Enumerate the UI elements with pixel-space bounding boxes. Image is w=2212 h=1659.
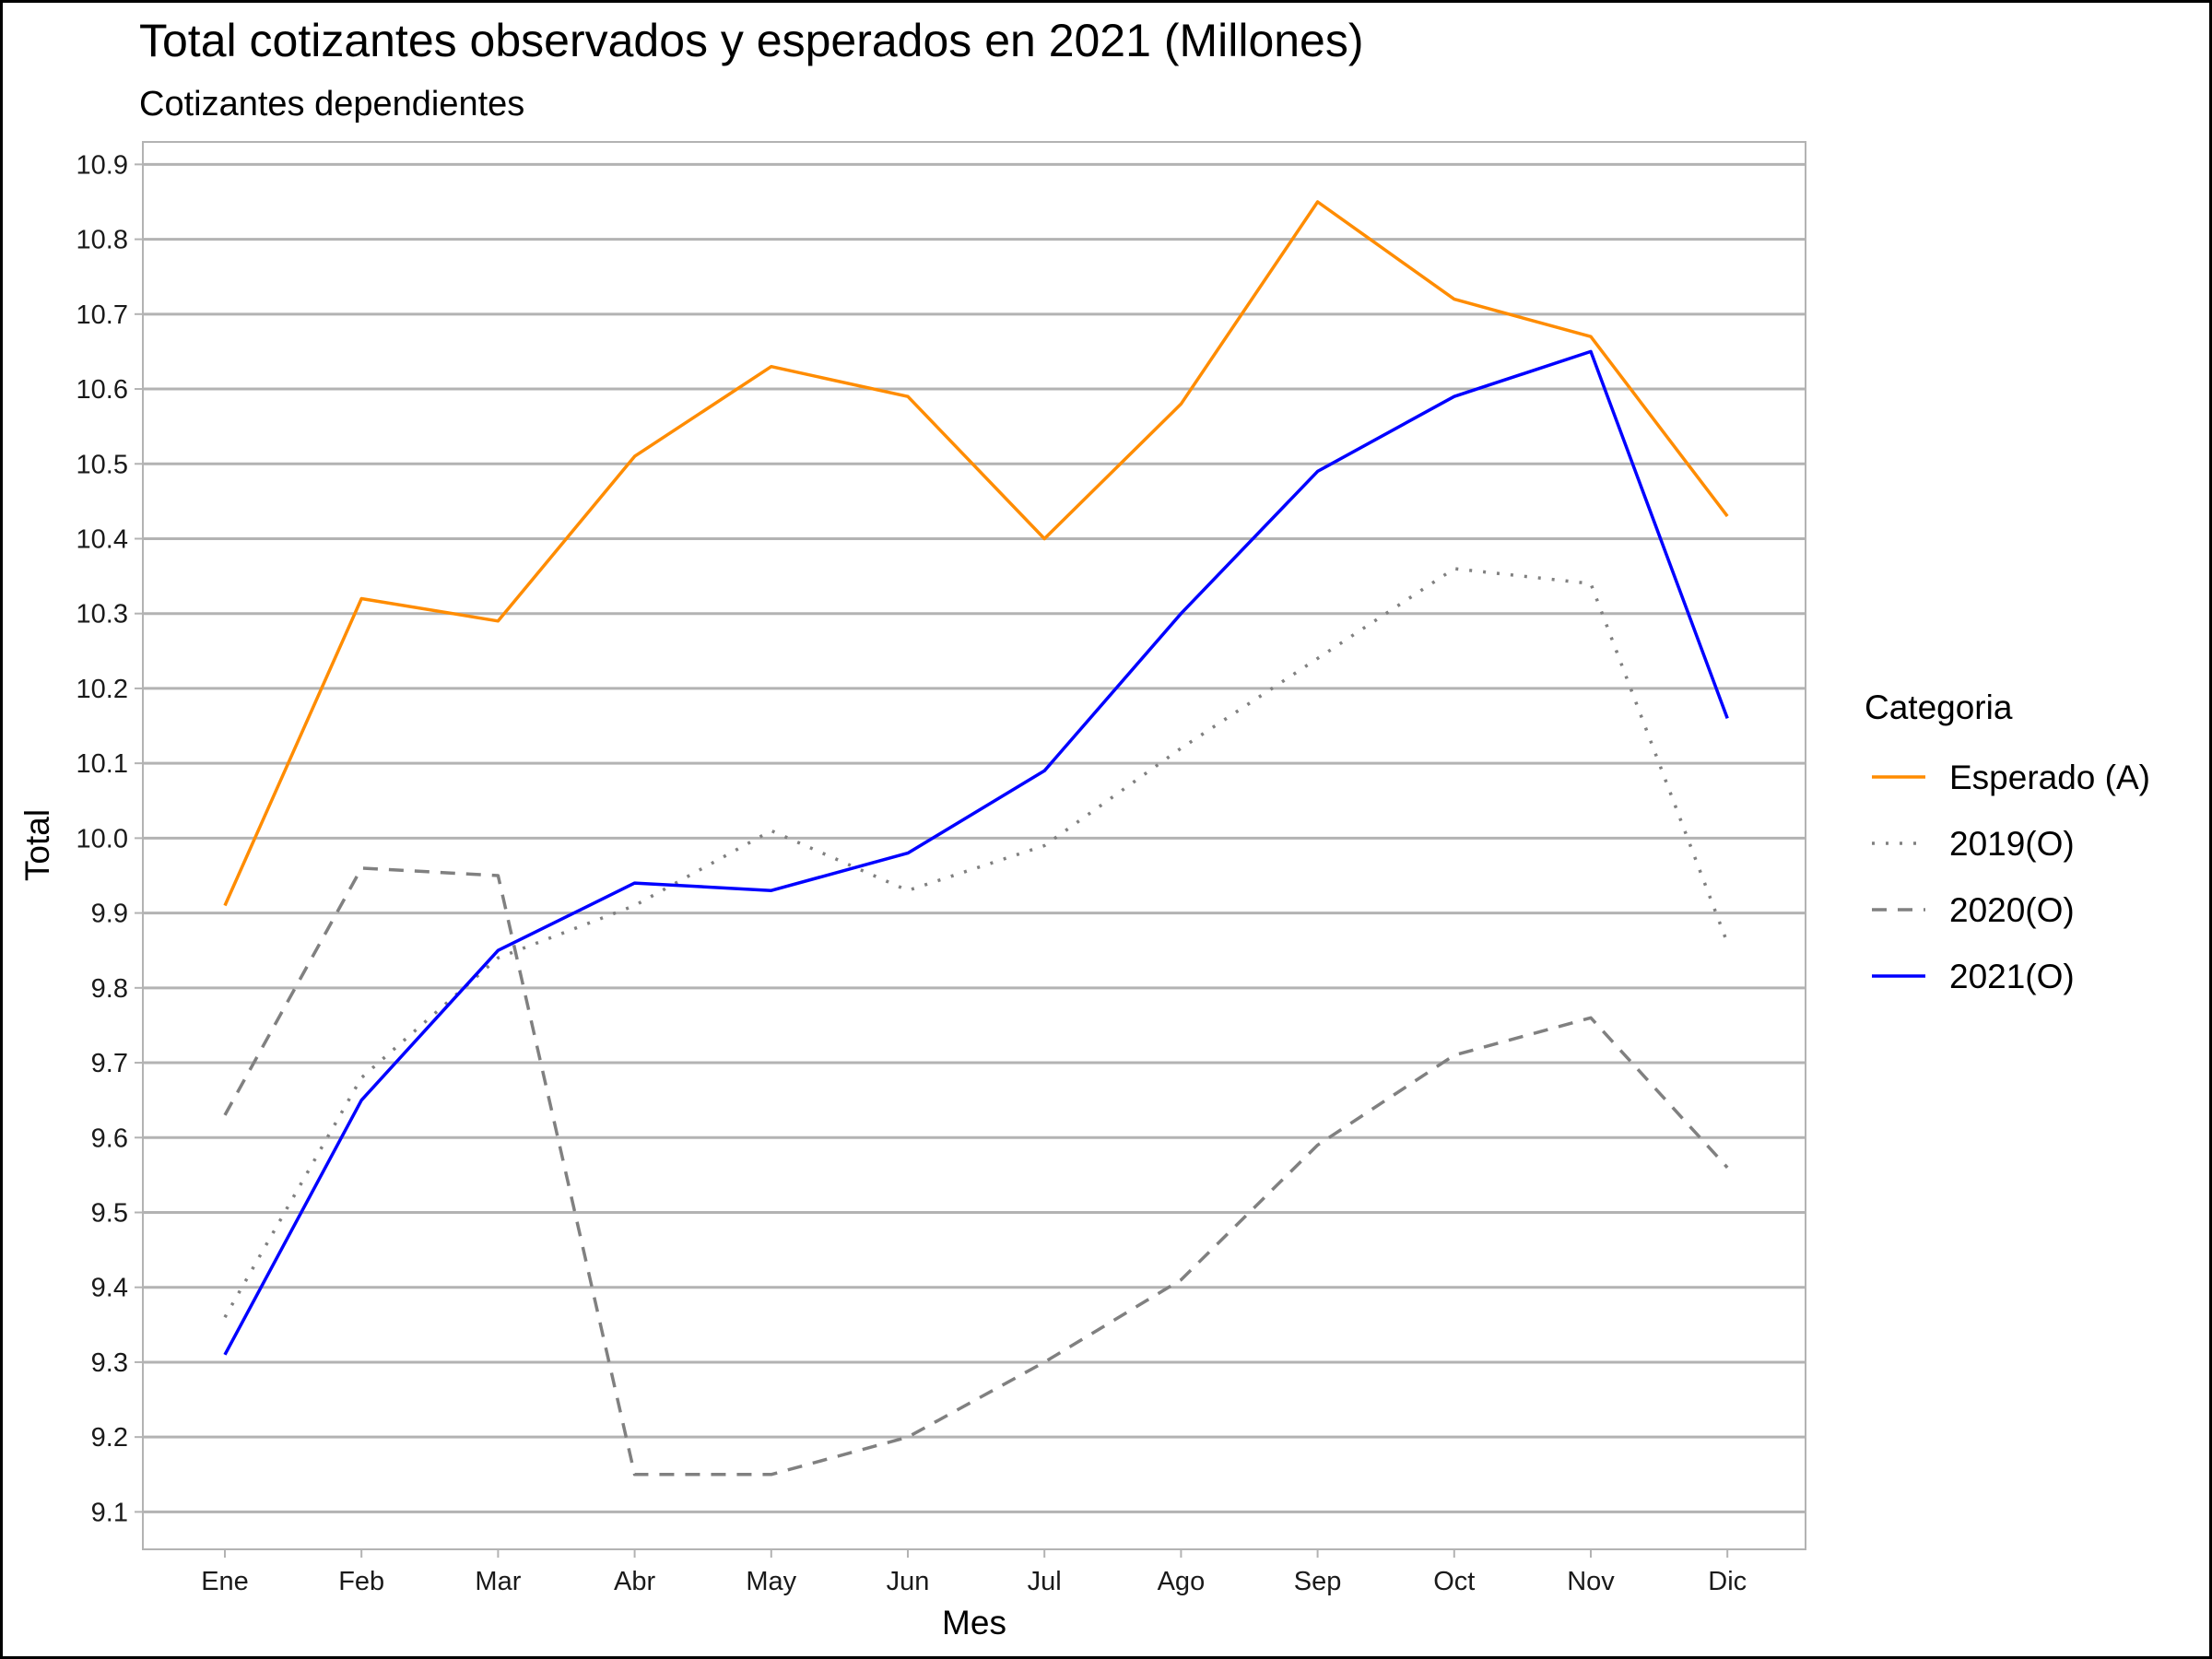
y-tick-label: 9.1 [91, 1498, 128, 1527]
plot-panel [142, 141, 1806, 1550]
y-tick-label: 10.6 [76, 375, 128, 405]
y-tick-label: 9.7 [91, 1049, 128, 1078]
x-tick-label: Dic [1708, 1567, 1747, 1596]
legend: Categoria Esperado (A) 2019(O) 2020(O) 2021… [1865, 688, 2150, 995]
x-tick-label: Nov [1567, 1567, 1615, 1596]
legend-label: 2019(O) [1949, 825, 2075, 863]
y-tick-label: 10.9 [76, 150, 128, 180]
legend-title: Categoria [1865, 688, 2013, 726]
y-tick-label: 9.5 [91, 1198, 128, 1228]
legend-label: Esperado (A) [1949, 759, 2150, 796]
y-tick-label: 10.2 [76, 675, 128, 704]
x-tick-label: Oct [1433, 1567, 1475, 1596]
series-line [223, 349, 1729, 1356]
y-tick-label: 10.5 [76, 450, 128, 479]
y-tick-label: 10.0 [76, 824, 128, 853]
y-tick-label: 9.3 [91, 1348, 128, 1378]
legend-label: 2021(O) [1949, 958, 2075, 995]
x-tick-label: Jun [887, 1567, 930, 1596]
series-lines [223, 200, 1729, 1477]
x-tick-label: Ago [1158, 1567, 1206, 1596]
x-tick-label: Ene [201, 1567, 249, 1596]
chart-subtitle: Cotizantes dependientes [139, 85, 524, 124]
y-axis-ticks: 9.1 9.2 9.3 9.4 9.5 9.6 9.7 9.8 9.9 10.0 10.1 10.2 1… [76, 150, 143, 1527]
x-tick-label: Jul [1028, 1567, 1062, 1596]
legend-label: 2020(O) [1949, 891, 2075, 929]
y-tick-label: 9.6 [91, 1124, 128, 1153]
grid-lines [143, 162, 1806, 1513]
y-tick-label: 10.3 [76, 600, 128, 629]
x-tick-label: Sep [1294, 1567, 1342, 1596]
y-tick-label: 9.8 [91, 974, 128, 1004]
y-tick-label: 10.4 [76, 524, 128, 554]
x-tick-label: May [746, 1567, 796, 1596]
y-tick-label: 10.7 [76, 300, 128, 330]
y-tick-label: 10.1 [76, 749, 128, 779]
line-chart: Total cotizantes observados y esperados … [18, 15, 2150, 1641]
y-tick-label: 9.2 [91, 1423, 128, 1453]
x-tick-label: Mar [475, 1567, 521, 1596]
y-tick-label: 10.8 [76, 226, 128, 255]
series-line [223, 200, 1729, 907]
x-tick-label: Feb [338, 1567, 384, 1596]
y-tick-label: 9.9 [91, 900, 128, 929]
series-line [223, 866, 1729, 1477]
x-axis-ticks: Ene Feb Mar Abr May Jun Jul Ago Sep Oct Nov Dic [201, 1549, 1747, 1596]
chart-title: Total cotizantes observados y esperados … [139, 15, 1364, 66]
x-axis-title: Mes [942, 1604, 1006, 1641]
y-tick-label: 9.4 [91, 1274, 128, 1303]
x-tick-label: Abr [614, 1567, 655, 1596]
y-axis-title: Total [18, 809, 56, 881]
